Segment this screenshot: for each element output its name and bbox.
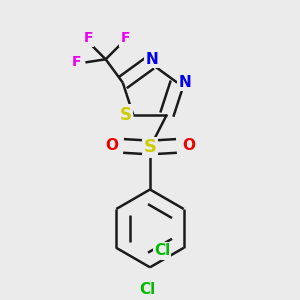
Text: F: F — [84, 32, 93, 45]
Text: F: F — [72, 56, 82, 69]
Text: O: O — [105, 138, 118, 153]
Text: S: S — [119, 106, 131, 124]
Text: O: O — [182, 138, 195, 153]
Text: Cl: Cl — [154, 244, 170, 259]
Text: N: N — [145, 52, 158, 67]
Text: F: F — [121, 32, 130, 45]
Text: Cl: Cl — [139, 282, 155, 297]
Text: S: S — [143, 139, 157, 157]
Text: N: N — [178, 75, 191, 90]
